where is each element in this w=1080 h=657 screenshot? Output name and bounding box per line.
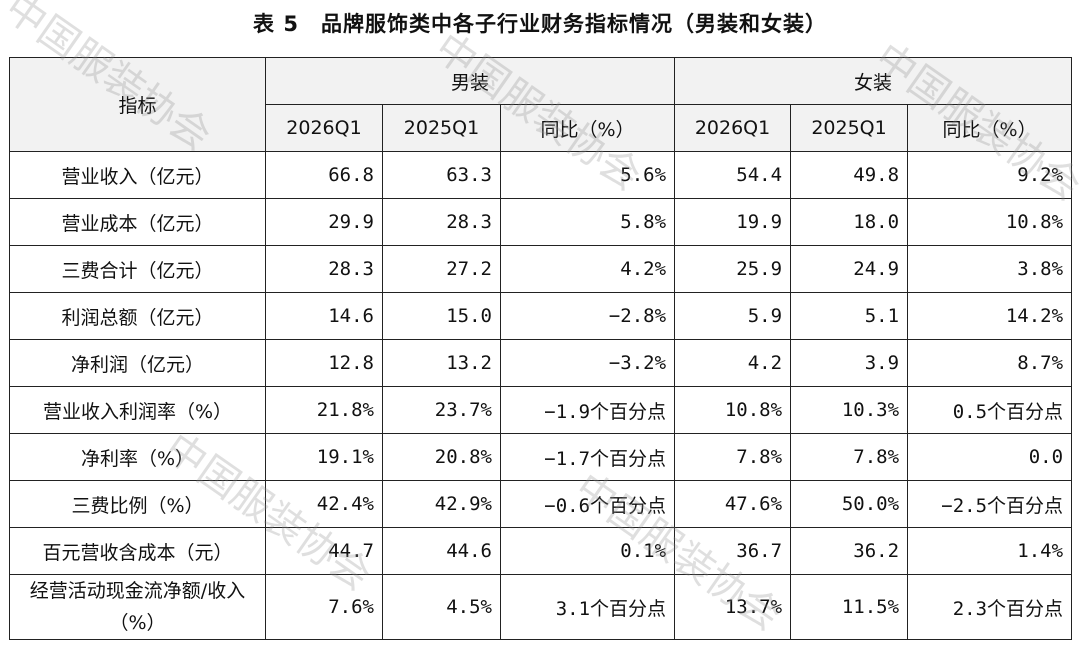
row-label: 营业成本（亿元） (9, 198, 266, 246)
cell-value: 19.1% (265, 433, 383, 481)
col-header: 同比（%） (907, 104, 1073, 152)
cell-value: 8.7% (907, 339, 1073, 387)
cell-value: 54.4 (674, 151, 792, 199)
col-header: 2025Q1 (790, 104, 909, 152)
cell-value: 49.8 (790, 151, 909, 199)
col-header: 2026Q1 (265, 104, 383, 152)
cell-value: 13.2 (382, 339, 501, 387)
row-label: 经营活动现金流净额/收入（%） (9, 574, 266, 640)
cell-value: 10.3% (790, 386, 909, 434)
table-row: 营业收入（亿元） 66.8 63.3 5.6% 54.4 49.8 9.2% (9, 151, 1073, 199)
cell-value: 1.4% (907, 527, 1073, 575)
cell-value: 5.9 (674, 292, 792, 340)
cell-value: 4.5% (382, 574, 501, 640)
cell-value: 20.8% (382, 433, 501, 481)
table-row: 经营活动现金流净额/收入（%） 7.6% 4.5% 3.1个百分点 13.7% … (9, 574, 1073, 640)
cell-value: 36.2 (790, 527, 909, 575)
cell-value: 36.7 (674, 527, 792, 575)
cell-value: 27.2 (382, 245, 501, 293)
cell-value: −3.2% (499, 339, 676, 387)
cell-value: 5.6% (499, 151, 676, 199)
cell-value: 3.8% (907, 245, 1073, 293)
cell-value: −0.6个百分点 (499, 480, 676, 528)
cell-value: 0.0 (907, 433, 1073, 481)
table-row: 三费合计（亿元） 28.3 27.2 4.2% 25.9 24.9 3.8% (9, 245, 1073, 293)
cell-value: 9.2% (907, 151, 1073, 199)
cell-value: 10.8% (674, 386, 792, 434)
table-title: 表 5 品牌服饰类中各子行业财务指标情况（男装和女装） (253, 12, 827, 36)
cell-value: 23.7% (382, 386, 501, 434)
table-row: 百元营收含成本（元） 44.7 44.6 0.1% 36.7 36.2 1.4% (9, 527, 1073, 575)
header-row-groups: 指标 男装 女装 (9, 57, 1073, 152)
table-row: 净利率（%） 19.1% 20.8% −1.7个百分点 7.8% 7.8% 0.… (9, 433, 1073, 481)
cell-value: 7.8% (790, 433, 909, 481)
cell-value: −2.8% (499, 292, 676, 340)
cell-value: 42.4% (265, 480, 383, 528)
table-row: 净利润（亿元） 12.8 13.2 −3.2% 4.2 3.9 8.7% (9, 339, 1073, 387)
cell-value: 25.9 (674, 245, 792, 293)
col-header: 同比（%） (499, 104, 676, 152)
table-body: 营业收入（亿元） 66.8 63.3 5.6% 54.4 49.8 9.2% 营… (9, 151, 1073, 640)
col-header: 2026Q1 (674, 104, 792, 152)
cell-value: 47.6% (674, 480, 792, 528)
cell-value: 66.8 (265, 151, 383, 199)
row-label: 营业收入利润率（%） (9, 386, 266, 434)
cell-value: 7.8% (674, 433, 792, 481)
cell-value: 0.5个百分点 (907, 386, 1073, 434)
row-label: 营业收入（亿元） (9, 151, 266, 199)
cell-value: 0.1% (499, 527, 676, 575)
cell-value: 14.6 (265, 292, 383, 340)
cell-value: 4.2 (674, 339, 792, 387)
cell-value: 15.0 (382, 292, 501, 340)
table-row: 三费比例（%） 42.4% 42.9% −0.6个百分点 47.6% 50.0%… (9, 480, 1073, 528)
cell-value: −1.9个百分点 (499, 386, 676, 434)
group-header-women: 女装 (674, 57, 1073, 105)
cell-value: 28.3 (265, 245, 383, 293)
cell-value: 2.3个百分点 (907, 574, 1073, 640)
cell-value: −1.7个百分点 (499, 433, 676, 481)
cell-value: 14.2% (907, 292, 1073, 340)
row-label: 净利率（%） (9, 433, 266, 481)
cell-value: 63.3 (382, 151, 501, 199)
cell-value: 5.1 (790, 292, 909, 340)
header-row-columns: 2026Q1 2025Q1 同比（%） 2026Q1 2025Q1 同比（%） (10, 104, 1073, 152)
cell-value: 21.8% (265, 386, 383, 434)
cell-value: 28.3 (382, 198, 501, 246)
cell-value: 44.6 (382, 527, 501, 575)
table-row: 营业收入利润率（%） 21.8% 23.7% −1.9个百分点 10.8% 10… (9, 386, 1073, 434)
cell-value: 29.9 (265, 198, 383, 246)
row-label: 三费比例（%） (9, 480, 266, 528)
row-label: 净利润（亿元） (9, 339, 266, 387)
group-header-men: 男装 (264, 57, 676, 105)
cell-value: 18.0 (790, 198, 909, 246)
cell-value: 50.0% (790, 480, 909, 528)
row-label: 利润总额（亿元） (9, 292, 266, 340)
cell-value: 3.9 (790, 339, 909, 387)
cell-value: 3.1个百分点 (499, 574, 676, 640)
cell-value: 12.8 (265, 339, 383, 387)
cell-value: 42.9% (382, 480, 501, 528)
cell-value: 44.7 (265, 527, 383, 575)
row-label: 三费合计（亿元） (9, 245, 266, 293)
cell-value: 5.8% (499, 198, 676, 246)
financial-indicator-table: 指标 男装 女装 2026Q1 2025Q1 同比（%） 2026Q1 2025… (9, 57, 1073, 640)
row-label: 百元营收含成本（元） (9, 527, 266, 575)
cell-value: 11.5% (790, 574, 909, 640)
cell-value: 13.7% (674, 574, 792, 640)
indicator-header: 指标 (9, 57, 266, 152)
table-row: 营业成本（亿元） 29.9 28.3 5.8% 19.9 18.0 10.8% (9, 198, 1073, 246)
cell-value: 24.9 (790, 245, 909, 293)
cell-value: 4.2% (499, 245, 676, 293)
cell-value: 10.8% (907, 198, 1073, 246)
table-row: 利润总额（亿元） 14.6 15.0 −2.8% 5.9 5.1 14.2% (9, 292, 1073, 340)
col-header: 2025Q1 (382, 104, 501, 152)
cell-value: 7.6% (265, 574, 383, 640)
cell-value: −2.5个百分点 (907, 480, 1073, 528)
cell-value: 19.9 (674, 198, 792, 246)
